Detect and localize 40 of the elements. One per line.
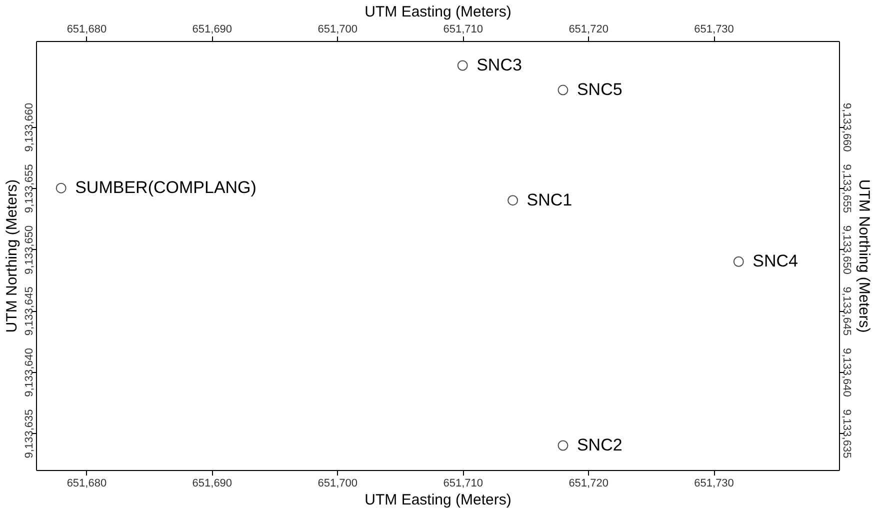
y2-tick-label: 9,133,650 [840, 225, 852, 274]
y-tick-label: 9,133,650 [24, 225, 36, 274]
point [508, 195, 518, 206]
x2-tick-label: 651,730 [694, 478, 734, 490]
x-tick-label: 651,680 [66, 24, 107, 36]
annotation: SNC3 [476, 56, 522, 75]
annotation: SNC1 [526, 190, 572, 210]
x2-tick-label: 651,700 [318, 478, 358, 490]
y-tick-label: 9,133,645 [24, 286, 36, 336]
x-tick-label: 651,710 [443, 24, 483, 36]
annotation: SNC4 [752, 252, 798, 271]
y-axis-title: UTM Northing (Meters) [4, 179, 20, 333]
x-tick-label: 651,690 [192, 24, 232, 36]
x-tick-label: 651,700 [318, 24, 358, 36]
y-tick-label: 9,133,655 [24, 164, 36, 214]
point [457, 60, 468, 71]
y-tick-label: 9,133,640 [24, 348, 36, 397]
point [558, 84, 568, 96]
x-axis-title: UTM Easting (Meters) [364, 492, 512, 508]
y-tick-label: 9,133,635 [24, 409, 36, 458]
point [56, 182, 66, 194]
y2-tick-label: 9,133,660 [840, 102, 852, 152]
annotation: SUMBER(COMPLANG) [75, 178, 256, 198]
x2-tick-label: 651,710 [443, 478, 483, 490]
y2-tick-label: 9,133,655 [840, 164, 852, 214]
y2-tick-label: 9,133,640 [840, 348, 852, 397]
point [558, 440, 568, 451]
y2-axis-title: UTM Northing (Meters) [856, 179, 872, 333]
y2-tick-label: 9,133,645 [840, 286, 852, 336]
annotation: SNC5 [576, 80, 622, 100]
x-tick-label: 651,730 [694, 24, 734, 36]
y-tick-label: 9,133,660 [24, 102, 36, 152]
x2-tick-label: 651,690 [192, 478, 232, 490]
x2-tick-label: 651,720 [568, 478, 608, 490]
x2-tick-label: 651,680 [66, 478, 107, 490]
y2-tick-label: 9,133,635 [840, 409, 852, 458]
x2-axis-title: UTM Easting (Meters) [364, 4, 512, 20]
x-tick-label: 651,720 [568, 24, 608, 36]
point [733, 256, 744, 267]
annotation: SNC2 [576, 435, 622, 454]
